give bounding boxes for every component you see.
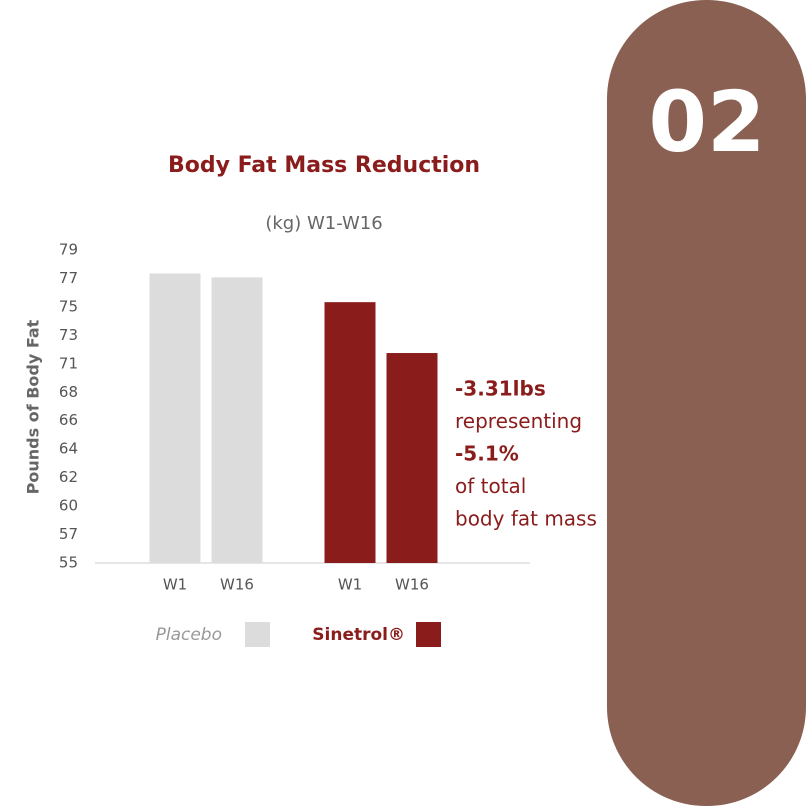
y-tick-label: 73 xyxy=(59,326,78,344)
annotation: -5.1% xyxy=(455,442,519,466)
legend-swatch xyxy=(245,622,270,647)
chart-title: Body Fat Mass Reduction xyxy=(168,153,480,178)
annotation: body fat mass xyxy=(455,507,597,531)
y-tick-label: 71 xyxy=(59,354,78,372)
y-tick-label: 62 xyxy=(59,468,78,486)
x-tick-label: W1 xyxy=(338,576,362,594)
badge-number: 02 xyxy=(649,73,766,171)
annotation: of total xyxy=(455,474,526,498)
badge-background xyxy=(607,0,806,806)
y-tick-label: 68 xyxy=(59,383,78,401)
legend-swatch xyxy=(416,622,441,647)
legend-label: Placebo xyxy=(156,625,222,645)
y-tick-label: 55 xyxy=(59,554,78,572)
y-tick-label: 77 xyxy=(59,269,78,287)
y-tick-label: 66 xyxy=(59,411,78,429)
bar xyxy=(211,277,263,563)
annotation: representing xyxy=(455,409,582,433)
legend-label: Sinetrol® xyxy=(312,625,405,645)
y-axis-label: Pounds of Body Fat xyxy=(24,319,43,494)
y-tick-label: 75 xyxy=(59,297,78,315)
y-tick-label: 60 xyxy=(59,497,78,515)
x-tick-label: W1 xyxy=(163,576,187,594)
bar xyxy=(324,302,376,563)
bar xyxy=(386,353,438,563)
y-tick-label: 64 xyxy=(59,440,78,458)
x-tick-label: W16 xyxy=(220,576,254,594)
bar xyxy=(149,273,201,563)
chart-subtitle: (kg) W1-W16 xyxy=(265,213,382,234)
y-tick-label: 57 xyxy=(59,525,78,543)
x-tick-label: W16 xyxy=(395,576,429,594)
annotation: -3.31lbs xyxy=(455,377,546,401)
y-tick-label: 79 xyxy=(59,241,78,259)
